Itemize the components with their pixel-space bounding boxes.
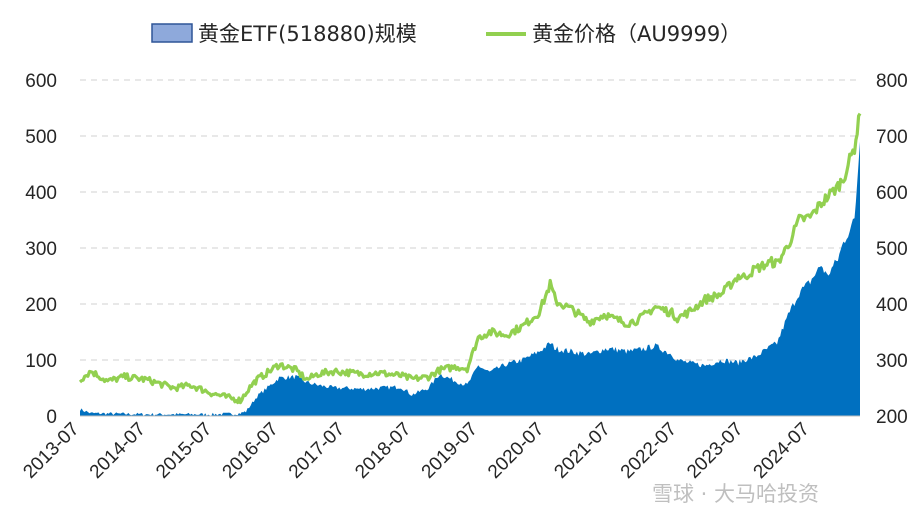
x-tick-label: 2019-07 xyxy=(418,419,482,483)
legend-label-etf: 黄金ETF(518880)规模 xyxy=(198,22,417,46)
y-right-tick-label: 600 xyxy=(876,183,908,204)
y-right-tick-label: 400 xyxy=(876,295,908,316)
gold-price-line xyxy=(78,112,862,405)
y-left-tick-label: 400 xyxy=(25,183,57,204)
etf-scale-area xyxy=(80,141,860,416)
y-left-tick-label: 600 xyxy=(25,71,57,92)
y-left-tick-label: 500 xyxy=(25,127,57,148)
watermark: 雪球 · 大马哈投资 xyxy=(652,482,819,506)
y-left-tick-label: 300 xyxy=(25,239,57,260)
legend-label-price: 黄金价格（AU9999） xyxy=(532,22,741,46)
x-tick-label: 2015-07 xyxy=(152,419,216,483)
x-tick-label: 2017-07 xyxy=(285,419,349,483)
y-axis-left: 0 100 200 300 400 500 600 xyxy=(25,71,57,428)
etf-area-layer xyxy=(80,141,860,416)
legend-swatch-etf xyxy=(151,23,193,43)
x-tick-label: 2013-07 xyxy=(19,419,83,483)
legend: 黄金ETF(518880)规模 黄金价格（AU9999） xyxy=(151,22,741,46)
x-tick-label: 2018-07 xyxy=(351,419,415,483)
x-tick-label: 2016-07 xyxy=(219,419,283,483)
x-axis: 2013-07 2014-07 2015-07 2016-07 2017-07 2018-… xyxy=(19,415,860,483)
y-left-tick-label: 200 xyxy=(25,295,57,316)
y-right-tick-label: 700 xyxy=(876,127,908,148)
y-axis-right: 200 300 400 500 600 700 800 xyxy=(876,71,908,428)
x-tick-label: 2014-07 xyxy=(86,419,150,483)
y-right-tick-label: 500 xyxy=(876,239,908,260)
watermark-text: 雪球 · 大马哈投资 xyxy=(652,482,819,506)
y-right-tick-label: 300 xyxy=(876,351,908,372)
x-tick-label: 2022-07 xyxy=(617,419,681,483)
x-tick-label: 2020-07 xyxy=(484,419,548,483)
y-left-tick-label: 100 xyxy=(25,351,57,372)
y-left-tick-label: 0 xyxy=(46,407,57,428)
y-right-tick-label: 800 xyxy=(876,71,908,92)
x-tick-label: 2023-07 xyxy=(683,419,747,483)
x-tick-label: 2024-07 xyxy=(750,419,814,483)
y-right-tick-label: 200 xyxy=(876,407,908,428)
price-line-layer xyxy=(78,112,862,405)
x-tick-label: 2021-07 xyxy=(550,419,614,483)
grid-lines xyxy=(80,79,860,361)
